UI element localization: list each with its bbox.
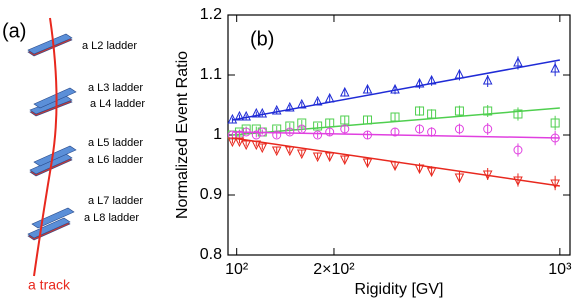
point	[390, 127, 400, 137]
point	[234, 110, 245, 121]
point	[227, 137, 238, 148]
point	[427, 109, 437, 119]
point	[550, 118, 560, 128]
point	[271, 146, 282, 157]
point	[284, 146, 295, 157]
x-tick-label: 2×10²	[313, 261, 355, 278]
ladder-label: a L8 ladder	[84, 212, 139, 224]
point	[483, 106, 493, 116]
point	[390, 83, 400, 94]
annotation: (b)	[250, 28, 274, 50]
point	[227, 113, 238, 124]
point	[284, 101, 295, 112]
point	[363, 115, 373, 125]
point	[454, 106, 464, 116]
point	[241, 127, 251, 137]
point	[296, 149, 307, 160]
point	[454, 124, 464, 134]
panel-label: (a)	[2, 20, 26, 42]
ladder-label: a L6 ladder	[88, 154, 143, 166]
point	[426, 167, 437, 178]
point	[251, 130, 261, 140]
track	[33, 17, 58, 277]
point	[426, 74, 437, 85]
point	[241, 110, 251, 121]
point	[390, 112, 400, 122]
point	[297, 124, 307, 134]
point	[362, 83, 373, 94]
x-tick-label: 10²	[225, 261, 249, 278]
ladder-label: a L4 ladder	[90, 98, 145, 110]
point	[271, 104, 282, 115]
point	[325, 118, 335, 128]
point	[550, 179, 560, 190]
point	[363, 130, 373, 140]
ladder-label: a L3 ladder	[88, 82, 143, 94]
point	[482, 170, 493, 181]
point	[454, 173, 465, 184]
y-tick-label: 1.1	[200, 66, 222, 83]
ladder-label: a L2 ladder	[82, 40, 137, 52]
point	[257, 143, 268, 154]
point	[390, 161, 400, 172]
x-tick-label: 10³	[548, 261, 572, 278]
y-tick-label: 0.9	[200, 186, 222, 203]
point	[482, 74, 493, 85]
point	[414, 164, 425, 175]
point	[550, 62, 560, 73]
fit-line	[232, 59, 560, 121]
point	[272, 130, 282, 140]
point	[513, 56, 523, 67]
point	[362, 158, 373, 169]
ladder-label: a L5 ladder	[88, 137, 143, 149]
point	[296, 98, 307, 109]
point	[340, 115, 350, 125]
point	[339, 86, 350, 97]
point	[427, 127, 437, 137]
point	[414, 77, 425, 88]
point	[483, 124, 493, 134]
point	[251, 107, 262, 118]
point	[513, 109, 523, 119]
point	[325, 127, 335, 137]
point	[324, 92, 335, 103]
point	[313, 130, 323, 140]
point	[313, 121, 323, 131]
point	[257, 127, 267, 137]
point	[234, 137, 245, 148]
track-label: a track	[28, 277, 71, 293]
point	[415, 124, 425, 134]
point	[257, 107, 268, 118]
point	[550, 133, 560, 143]
point	[312, 95, 323, 106]
point	[454, 68, 465, 79]
point	[312, 152, 323, 163]
point	[285, 127, 295, 137]
point	[340, 124, 350, 134]
point	[513, 145, 523, 155]
point	[415, 106, 425, 116]
point	[241, 140, 251, 151]
point	[339, 155, 350, 166]
y-axis-label: Normalized Event Ratio	[174, 51, 191, 219]
y-tick-label: 0.8	[200, 246, 222, 263]
ladder-stacks	[27, 33, 77, 241]
ladder-label: a L7 ladder	[88, 195, 143, 207]
point	[513, 176, 523, 187]
y-tick-label: 1	[213, 126, 222, 143]
y-tick-label: 1.2	[200, 6, 222, 23]
x-axis-label: Rigidity [GV]	[355, 281, 444, 298]
point	[324, 152, 335, 163]
fit-line	[232, 131, 560, 139]
